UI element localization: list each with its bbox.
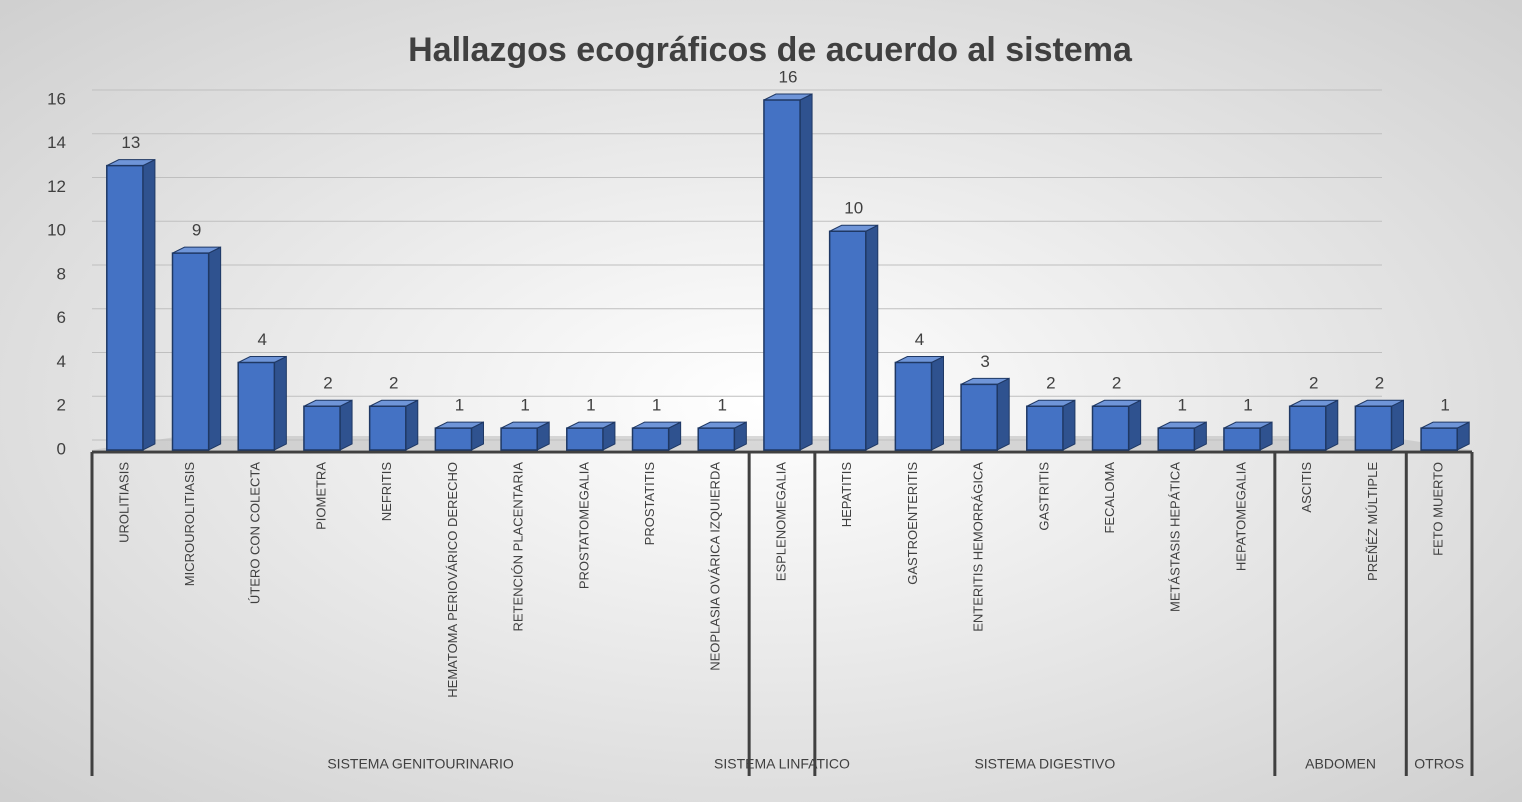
bar [434,427,473,451]
data-label: 2 [323,374,332,393]
bar [1026,405,1064,451]
x-tick-label: PIOMETRA [313,462,328,530]
x-tick-label: NEOPLASIA OVÁRICA IZQUIERDA [708,462,723,671]
bar [1157,427,1196,451]
x-tick-label: ENTERITIS HEMORRÁGICA [971,462,986,632]
data-label: 1 [1243,396,1252,415]
x-tick-label: GASTRITIS [1036,462,1051,531]
bar-side [339,399,353,451]
y-tick-label: 6 [57,308,66,327]
bar [697,427,736,451]
bar-side [1128,399,1142,451]
bar-side [273,355,287,451]
bar-side [142,158,156,451]
x-tick-label: HEPATOMEGALIA [1233,462,1248,571]
data-label: 2 [389,374,398,393]
data-label: 2 [1309,374,1318,393]
bar [303,405,341,451]
y-tick-label: 0 [57,439,66,458]
group-label: ABDOMEN [1305,756,1376,772]
x-tick-label: METÁSTASIS HEPÁTICA [1168,462,1183,612]
bar [171,252,210,451]
x-tick-label: ÚTERO CON COLECTA [248,462,263,604]
data-label: 2 [1375,374,1384,393]
data-label: 1 [1178,396,1187,415]
bar-side [1062,399,1076,451]
y-tick-label: 4 [57,352,66,371]
bar [106,164,144,451]
bar-side [1325,399,1339,451]
bar [960,383,998,451]
y-tick-label: 16 [47,89,66,108]
bar [1091,405,1130,451]
data-label: 2 [1046,374,1055,393]
data-label: 1 [520,396,529,415]
data-label: 1 [586,396,595,415]
data-label: 1 [652,396,661,415]
x-tick-label: GASTROENTERITIS [905,462,920,585]
x-tick-label: PROSTATOMEGALIA [576,462,591,589]
x-tick-label: HEMATOMA PERIOVÁRICO DERECHO [445,462,460,698]
group-label: SISTEMA GENITOURINARIO [327,756,514,772]
y-tick-label: 14 [47,133,66,152]
bar-side [1391,399,1404,451]
data-label: 4 [915,330,924,349]
y-tick-label: 8 [57,264,66,283]
x-tick-label: UROLITIASIS [116,462,131,543]
group-label: SISTEMA DIGESTIVO [974,756,1115,772]
x-tick-label: HEPATITIS [839,462,854,528]
x-tick-label: NEFRITIS [379,462,394,522]
bar [894,361,933,451]
x-tick-label: ASCITIS [1299,462,1314,513]
bar-side [931,355,944,451]
data-label: 4 [258,330,267,349]
x-tick-label: FECALOMA [1102,462,1117,534]
bar-side [405,399,419,451]
bar-side [799,93,813,451]
chart-title: Hallazgos ecográficos de acuerdo al sist… [408,31,1133,69]
x-tick-label: PROSTATITIS [642,462,657,546]
bar [1354,405,1393,451]
group-label: SISTEMA LINFATICO [714,756,850,772]
bar-side [996,377,1010,451]
data-label: 2 [1112,374,1121,393]
y-tick-label: 12 [47,177,66,196]
x-tick-label: ESPLENOMEGALIA [773,462,788,582]
data-label: 1 [718,396,727,415]
data-label: 13 [121,133,140,152]
data-label: 1 [455,396,464,415]
bar [1420,427,1458,451]
bar-side [208,246,222,451]
bar [631,427,670,451]
data-label: 16 [779,67,798,86]
bar [828,230,867,451]
data-label: 3 [980,352,989,371]
bar [566,427,604,451]
x-tick-label: RETENCIÓN PLACENTARIA [511,462,526,632]
bar [763,99,801,451]
data-label: 9 [192,221,201,240]
bar [1288,405,1327,451]
x-tick-label: MICROUROLITIASIS [182,462,197,587]
data-label: 1 [1440,396,1449,415]
bar [237,361,276,451]
data-label: 10 [844,199,863,218]
bar [368,405,407,451]
bar [500,427,538,451]
y-tick-label: 10 [47,221,66,240]
bar-side [865,224,879,451]
x-tick-label: PREÑÉZ MÚLTIPLE [1365,462,1380,581]
group-label: OTROS [1414,756,1464,772]
x-tick-label: FETO MUERTO [1431,462,1446,556]
y-tick-label: 2 [57,396,66,415]
bar [1223,427,1261,451]
